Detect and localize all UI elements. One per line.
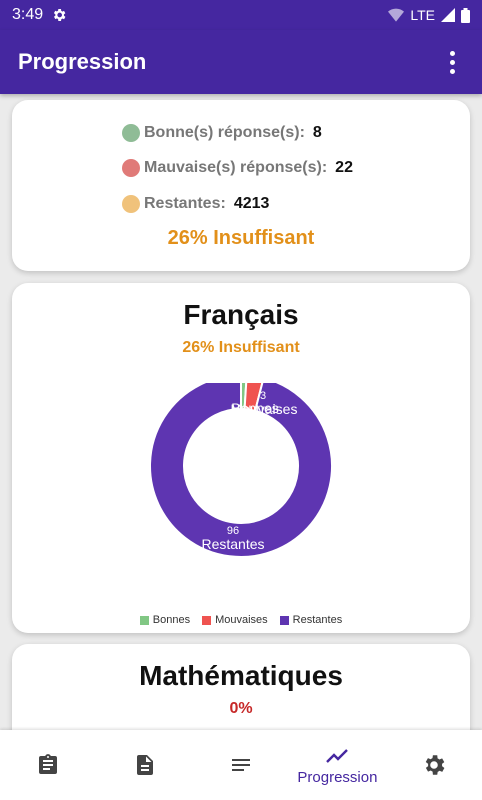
remaining-label: Restantes: <box>144 195 226 212</box>
chart-legend: Bonnes Mouvaises Restantes <box>12 614 470 626</box>
remaining-value: 4213 <box>233 195 270 212</box>
trending-icon <box>326 748 349 763</box>
app-bar: Progression <box>0 30 482 94</box>
good-answers-row: Bonne(s) réponse(s): 8 <box>122 124 322 142</box>
status-icons: LTE <box>388 7 470 23</box>
legend-item-restantes: Restantes <box>279 614 342 626</box>
slice-label-restantes: Restantes <box>201 536 264 552</box>
bad-answers-row: Mauvaise(s) réponse(s): 22 <box>122 159 353 177</box>
status-bar: 3:49 LTE <box>0 0 482 30</box>
remaining-row: Restantes: 4213 <box>122 195 269 213</box>
good-label: Bonne(s) réponse(s): <box>144 124 305 141</box>
legend-item-bonnes: Bonnes <box>139 614 190 626</box>
donut-inner-ring <box>184 409 298 523</box>
wifi-off-icon <box>388 8 405 22</box>
legend-item-mouvaises: Mouvaises <box>202 614 268 626</box>
summary-card: Bonne(s) réponse(s): 8 Mauvaise(s) répon… <box>12 100 470 271</box>
good-dot <box>122 124 140 142</box>
settings-icon <box>54 9 66 21</box>
subject-title: Mathématiques <box>139 660 343 691</box>
value-label-restantes: 96 <box>227 525 239 537</box>
battery-icon <box>461 7 470 23</box>
bad-dot <box>122 159 140 177</box>
nav-item-list[interactable] <box>193 730 289 800</box>
subject-result: 0% <box>229 700 253 717</box>
network-label: LTE <box>410 7 435 23</box>
subject-title: Français <box>183 299 299 330</box>
good-value: 8 <box>312 124 322 141</box>
subject-card-mathematiques[interactable]: Mathématiques 0% <box>12 644 470 730</box>
nav-item-progression[interactable]: Progression <box>289 730 385 800</box>
bad-label: Mauvaise(s) réponse(s): <box>144 159 328 176</box>
slice-label-mouvaises: Mouvaises <box>231 401 298 417</box>
nav-item-documents[interactable] <box>96 730 192 800</box>
slice-restantes <box>149 383 333 558</box>
subject-card-francais[interactable]: Français 26% Insuffisant 3 Bonnes Mouvaise… <box>12 283 470 633</box>
more-vert-icon[interactable] <box>440 48 464 76</box>
page-title: Progression <box>18 49 147 74</box>
status-time: 3:49 <box>12 6 44 23</box>
bottom-nav: Progression <box>0 730 482 800</box>
value-label-mouvaises: 3 <box>260 390 266 402</box>
nav-label-progression: Progression <box>297 768 378 786</box>
progress-list[interactable]: Bonne(s) réponse(s): 8 Mauvaise(s) répon… <box>0 94 482 730</box>
subject-result: 26% Insuffisant <box>182 339 300 356</box>
settings-icon <box>425 755 445 775</box>
slice-label-bonnes: Bonnes <box>231 400 278 416</box>
document-icon <box>136 755 153 775</box>
remaining-dot <box>122 195 140 213</box>
nav-item-quiz[interactable] <box>0 730 96 800</box>
nav-item-settings[interactable] <box>386 730 482 800</box>
signal-icon <box>441 8 455 22</box>
clipboard-icon <box>39 754 58 774</box>
list-icon <box>232 759 251 771</box>
overall-result: 26% Insuffisant <box>167 227 315 249</box>
bad-value: 22 <box>335 159 353 176</box>
